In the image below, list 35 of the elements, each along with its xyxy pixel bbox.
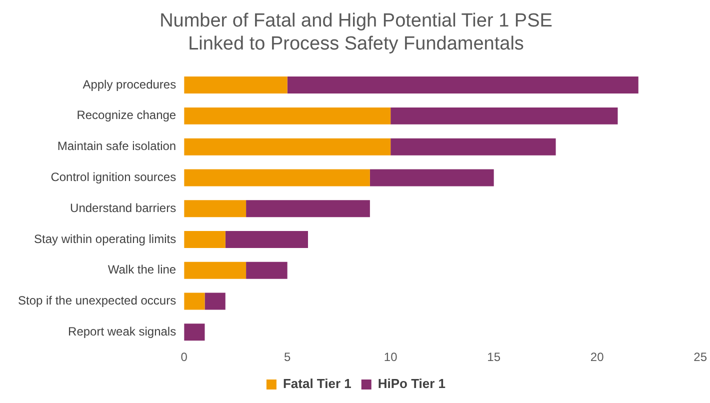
bar [370,169,494,186]
x-tick-label: 10 [384,350,398,364]
bar [184,169,370,186]
bar [225,230,308,248]
bar [184,230,226,248]
y-tick-label: Understand barriers [70,200,176,215]
bar [390,107,618,124]
y-tick-label: Control ignition sources [50,170,176,184]
x-tick-label: 0 [180,350,188,364]
y-tick-label: Stop if the unexpected occurs [18,294,176,308]
bar [184,292,205,310]
y-tick-label: Stay within operating limits [34,232,176,246]
bar [184,200,246,218]
bar [390,138,556,156]
x-tick-label: 20 [590,350,604,364]
bar [184,76,288,94]
x-tick-label: 25 [694,350,708,364]
y-tick-label: Maintain safe isolation [57,139,176,154]
chart-title: Number of Fatal and High Potential Tier 1 PSE Linked to Process Safety Fundamentals [160,10,552,54]
bar [184,138,391,156]
bar [246,200,370,218]
x-tick-label: 5 [284,350,291,364]
x-tick-label: 15 [487,350,501,364]
y-tick-label: Apply procedures [82,77,176,92]
bar [184,107,391,124]
bar [184,262,246,279]
bar [246,262,288,279]
y-tick-label: Walk the line [108,262,176,277]
bar [204,292,226,310]
bar [287,76,638,94]
bar [184,324,205,341]
legend-label: HiPo Tier 1 [378,376,446,392]
y-tick-label: Recognize change [76,108,176,122]
y-tick-label: Report weak signals [68,324,176,338]
legend-label: Fatal Tier 1 [282,376,352,392]
